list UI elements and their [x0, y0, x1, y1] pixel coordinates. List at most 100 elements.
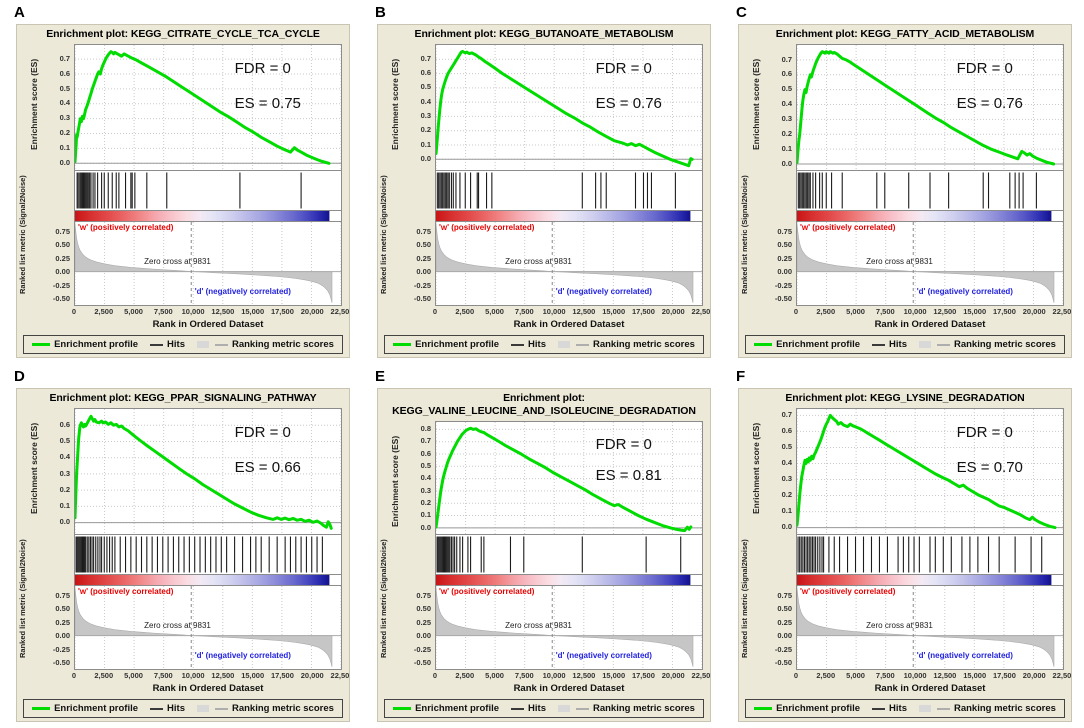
x-tick-label: 15,000 — [602, 307, 626, 316]
rank-colorbar — [796, 575, 1064, 586]
rank-colorbar — [74, 211, 342, 222]
x-tick-label: 0 — [793, 307, 799, 316]
legend-label: Ranking metric scores — [592, 339, 695, 350]
hits-swatch — [872, 343, 886, 346]
axis-tick-label: 0.2 — [59, 128, 70, 138]
panel-letter-e: E — [375, 368, 386, 385]
legend-item-hits: Hits — [150, 339, 185, 350]
rank-colorbar — [74, 575, 342, 586]
legend-label: Enrichment profile — [54, 703, 139, 714]
axis-tick-label: 0.1 — [59, 501, 70, 511]
x-axis-label: Rank in Ordered Dataset — [152, 683, 264, 694]
metric-axis-label: Ranked list metric (Signal2Noise) — [18, 175, 27, 295]
metric-axis-label: Ranked list metric (Signal2Noise) — [18, 539, 27, 659]
plot-body: Enrichment score (ES) Ranked list metric… — [17, 43, 349, 333]
axis-tick-label: 0.00 — [416, 267, 431, 277]
x-tick-label: 7,500 — [875, 307, 895, 316]
x-tick-label: 7,500 — [153, 307, 173, 316]
x-tick-label: 22,500 — [691, 671, 711, 680]
axis-tick-label: 0.3 — [781, 114, 792, 124]
legend-label: Enrichment profile — [776, 339, 861, 350]
x-tick-label: 0 — [71, 671, 77, 680]
axis-tick-label: 0.25 — [777, 617, 792, 627]
axis-tick-label: 0.4 — [59, 452, 70, 462]
axis-tick-label: 0.6 — [420, 68, 431, 78]
x-tick-label: 17,500 — [992, 307, 1016, 316]
x-axis-ticks: 0 2,500 5,000 7,500 10,000 12,500 15,000 17,500… — [793, 670, 1071, 682]
legend: Enrichment profile Hits Ranking metric s… — [384, 335, 704, 354]
gsea-panel-e: Enrichment plot: KEGG_VALINE_LEUCINE_AND… — [377, 388, 711, 722]
es-annotation: ES = 0.81 — [595, 466, 662, 484]
hits-plot — [435, 535, 703, 575]
hits-swatch — [150, 343, 164, 346]
axis-tick-label: 0.4 — [59, 98, 70, 108]
axis-tick-label: 0.6 — [59, 68, 70, 78]
axis-tick-label: -0.50 — [52, 658, 70, 668]
legend-label: Ranking metric scores — [953, 703, 1056, 714]
zero-cross-label: Zero cross at 9831 — [144, 256, 211, 266]
axis-tick-label: 0.3 — [59, 468, 70, 478]
legend-label: Hits — [528, 703, 546, 714]
figure-cell-f: F Enrichment plot: KEGG_LYSINE_DEGRADATI… — [722, 364, 1084, 728]
ranked-metric-plot: 'w' (positively correlated) Zero cross a… — [796, 586, 1064, 670]
axis-tick-label: 0.1 — [59, 143, 70, 153]
x-tick-label: 12,500 — [933, 307, 957, 316]
x-tick-label: 22,500 — [330, 307, 350, 316]
gsea-panel-d: Enrichment plot: KEGG_PPAR_SIGNALING_PAT… — [16, 388, 350, 722]
zero-cross-label: Zero cross at 9831 — [144, 620, 211, 630]
axis-tick-label: 0.0 — [781, 522, 792, 532]
x-tick-label: 12,500 — [933, 671, 957, 680]
hits-swatch — [872, 707, 886, 710]
ranking-metric-block-swatch — [557, 341, 570, 348]
x-tick-label: 17,500 — [270, 671, 294, 680]
axis-tick-label: 0.5 — [59, 436, 70, 446]
pos-correlated-label: 'w' (positively correlated) — [800, 223, 896, 232]
legend-item-hits: Hits — [511, 339, 546, 350]
x-tick-label: 12,500 — [211, 307, 235, 316]
x-axis-label: Rank in Ordered Dataset — [513, 319, 625, 330]
hits-plot — [74, 535, 342, 575]
x-axis-ticks: 0 2,500 5,000 7,500 10,000 12,500 15,000 17,500… — [433, 670, 710, 682]
axis-tick-label: 0.50 — [777, 240, 792, 250]
fdr-annotation: FDR = 0 — [956, 60, 1013, 78]
hits-swatch — [511, 343, 525, 346]
figure-cell-d: D Enrichment plot: KEGG_PPAR_SIGNALING_P… — [0, 364, 361, 728]
ranked-metric-plot: 'w' (positively correlated) Zero cross a… — [74, 586, 342, 670]
neg-correlated-label: 'd' (negatively correlated) — [916, 287, 1013, 296]
zero-cross-label: Zero cross at 9831 — [505, 620, 572, 630]
hits-plot — [435, 171, 703, 211]
axis-tick-label: 0.5 — [420, 461, 431, 471]
x-tick-label: 0 — [71, 307, 77, 316]
plot-body: Enrichment score (ES) Ranked list metric… — [378, 420, 710, 697]
x-tick-label: 2,500 — [455, 671, 475, 680]
rank-colorbar — [435, 211, 703, 222]
x-tick-label: 0 — [793, 671, 799, 680]
axis-tick-label: 0.50 — [416, 240, 431, 250]
axis-tick-label: 0.6 — [781, 69, 792, 79]
neg-correlated-label: 'd' (negatively correlated) — [194, 651, 291, 660]
ranked-metric-plot: 'w' (positively correlated) Zero cross a… — [796, 222, 1064, 306]
ranking-metric-block-swatch — [196, 341, 209, 348]
fdr-annotation: FDR = 0 — [595, 60, 652, 78]
legend-label: Hits — [167, 703, 185, 714]
enrichment-score-plot: FDR = 0 ES = 0.81 — [435, 421, 703, 535]
x-tick-label: 10,000 — [542, 307, 566, 316]
axis-tick-label: 0.8 — [420, 424, 431, 434]
x-tick-label: 22,500 — [691, 307, 711, 316]
axis-tick-label: 0.4 — [781, 99, 792, 109]
legend-label: Ranking metric scores — [953, 339, 1056, 350]
plot-stack: FDR = 0 ES = 0.76 'w' (positively correl… — [793, 44, 1071, 333]
x-tick-label: 15,000 — [241, 671, 265, 680]
axis-tick-label: 0.75 — [777, 590, 792, 600]
axis-tick-label: 0.50 — [777, 604, 792, 614]
fdr-annotation: FDR = 0 — [595, 435, 652, 453]
x-tick-label: 20,000 — [1022, 671, 1046, 680]
axis-tick-label: 0.25 — [55, 617, 70, 627]
pos-correlated-label: 'w' (positively correlated) — [439, 223, 535, 232]
x-tick-label: 15,000 — [963, 671, 987, 680]
plot-body: Enrichment score (ES) Ranked list metric… — [739, 407, 1071, 697]
legend-item-hits: Hits — [511, 703, 546, 714]
x-tick-label: 20,000 — [300, 671, 324, 680]
axis-tick-label: 0.7 — [781, 54, 792, 64]
